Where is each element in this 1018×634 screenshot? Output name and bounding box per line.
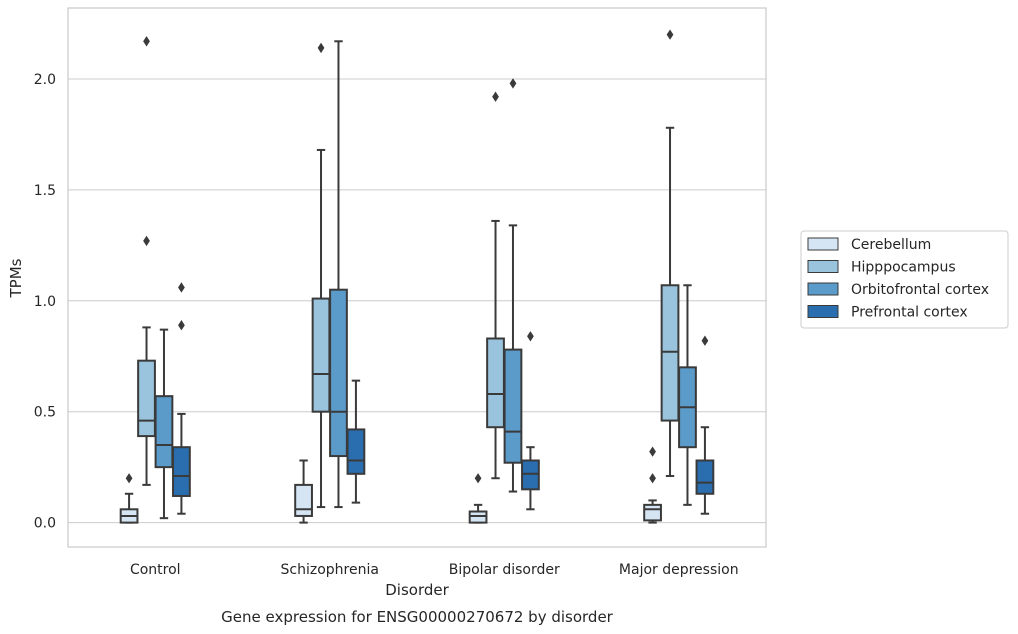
legend-swatch	[807, 282, 839, 296]
outlier-point	[143, 36, 150, 47]
legend-label: Prefrontal cortex	[851, 305, 968, 321]
box-iqr	[660, 284, 680, 422]
outlier-point	[492, 91, 499, 102]
x-tick-label: Control	[130, 562, 181, 578]
y-axis-title: TPMs	[7, 258, 25, 298]
plot-frame	[67, 7, 767, 548]
y-tick-label: 0.5	[34, 405, 56, 421]
outlier-point	[474, 473, 482, 484]
legend-frame	[800, 230, 1009, 329]
y-axis-ticks: 0.0 0.5 1.0 1.5 2.0	[34, 72, 56, 532]
legend-label: Orbitofrontal cortex	[851, 282, 989, 298]
box-iqr	[154, 395, 174, 469]
x-tick-label: Schizophrenia	[281, 562, 379, 578]
box-prefrontal-cortex-0	[172, 282, 191, 515]
box-hipppocampus-3	[660, 29, 680, 478]
y-tick-label: 0.0	[34, 516, 56, 532]
x-axis-ticks: Control Schizophrenia Bipolar disorder Majo…	[130, 562, 739, 578]
x-tick-label: Bipolar disorder	[449, 562, 560, 578]
legend: Cerebellum Hipppocampus Orbitofrontal cort…	[800, 230, 1009, 329]
legend-swatch	[807, 305, 839, 318]
box-prefrontal-cortex-3	[695, 335, 715, 515]
box-iqr	[521, 459, 540, 491]
box-prefrontal-cortex-1	[346, 379, 366, 504]
outlier-point	[317, 42, 325, 54]
outlier-point	[666, 29, 674, 40]
box-series	[119, 29, 715, 524]
box-iqr	[695, 459, 715, 495]
box-hipppocampus-2	[486, 91, 505, 480]
box-prefrontal-cortex-2	[521, 331, 540, 511]
box-orbitofrontal-cortex-1	[329, 40, 348, 509]
box-iqr	[486, 337, 505, 429]
box-iqr	[137, 359, 156, 438]
legend-swatch	[807, 237, 839, 251]
y-tick-label: 1.0	[34, 294, 56, 310]
box-cerebellum-0	[119, 473, 139, 524]
legend-swatch	[807, 260, 839, 273]
box-iqr	[346, 428, 366, 475]
box-iqr	[294, 483, 313, 517]
box-iqr	[329, 288, 348, 458]
outlier-point	[178, 282, 185, 293]
legend-label: Hipppocampus	[851, 260, 956, 276]
y-tick-label: 2.0	[34, 72, 56, 88]
box-cerebellum-3	[643, 446, 662, 524]
outlier-point	[143, 235, 150, 247]
x-axis-title: Disorder	[385, 581, 449, 599]
legend-label: Cerebellum	[851, 237, 931, 253]
y-tick-label: 1.5	[34, 183, 56, 199]
outlier-point	[649, 473, 656, 484]
outlier-point	[701, 335, 709, 346]
box-iqr	[643, 503, 662, 522]
box-orbitofrontal-cortex-0	[154, 328, 174, 520]
box-cerebellum-1	[294, 459, 313, 524]
outlier-point	[649, 446, 656, 457]
box-iqr	[468, 510, 488, 524]
outlier-point	[527, 331, 534, 342]
outlier-point	[178, 320, 185, 331]
x-tick-label: Major depression	[619, 562, 739, 578]
box-orbitofrontal-cortex-3	[678, 284, 697, 506]
chart-caption: Gene expression for ENSG00000270672 by d…	[221, 608, 614, 626]
box-iqr	[311, 297, 331, 413]
box-orbitofrontal-cortex-2	[503, 78, 523, 493]
outlier-point	[509, 78, 517, 89]
box-cerebellum-2	[468, 473, 488, 524]
outlier-point	[125, 473, 133, 484]
box-iqr	[503, 348, 523, 464]
box-iqr	[172, 446, 191, 497]
